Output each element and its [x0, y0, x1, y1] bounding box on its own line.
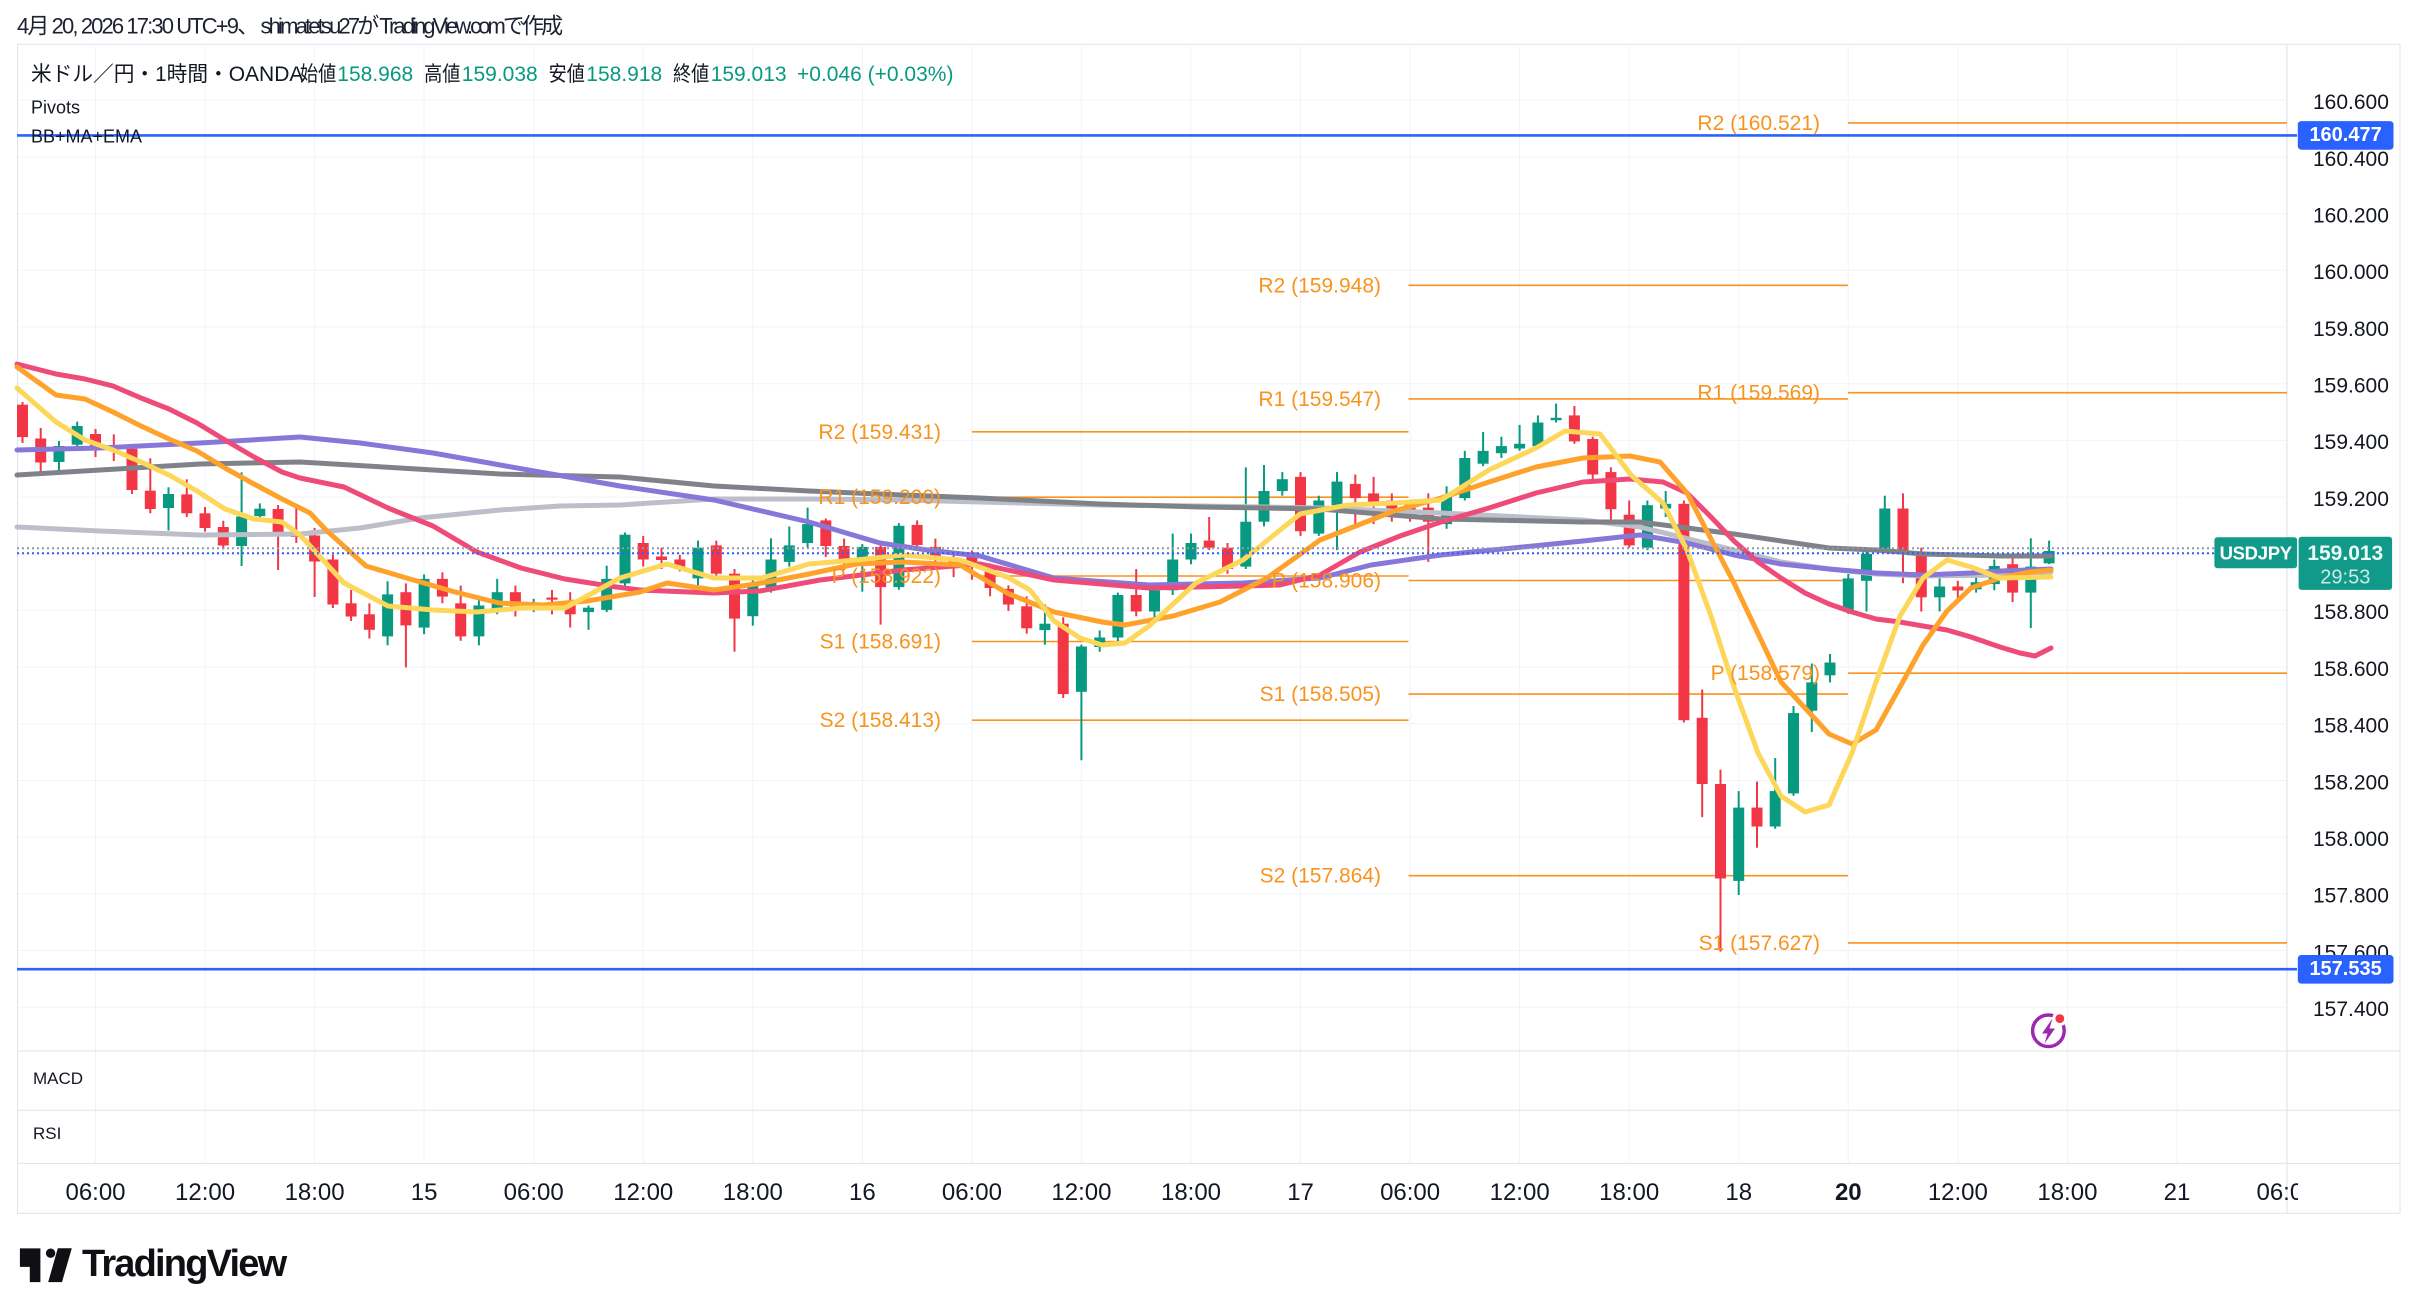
- svg-text:158.800: 158.800: [2313, 601, 2389, 624]
- svg-text:06:00: 06:00: [942, 1179, 1002, 1206]
- svg-text:160.200: 160.200: [2313, 204, 2389, 227]
- svg-text:S1 (158.691): S1 (158.691): [820, 631, 941, 654]
- svg-text:P (158.906): P (158.906): [1272, 570, 1381, 593]
- svg-text:12:00: 12:00: [1051, 1179, 1111, 1206]
- svg-text:16: 16: [849, 1179, 876, 1206]
- svg-text:06:00: 06:00: [2256, 1179, 2316, 1206]
- svg-text:158.200: 158.200: [2313, 771, 2389, 794]
- svg-text:終値: 終値: [673, 63, 709, 86]
- svg-text:R2 (159.948): R2 (159.948): [1258, 274, 1381, 297]
- svg-text:RSI: RSI: [33, 1124, 61, 1143]
- svg-text:160.400: 160.400: [2313, 148, 2389, 171]
- svg-text:17: 17: [1287, 1179, 1314, 1206]
- svg-text:06:00: 06:00: [504, 1179, 564, 1206]
- svg-text:P (158.922): P (158.922): [832, 565, 941, 588]
- svg-text:18: 18: [1725, 1179, 1752, 1206]
- svg-text:158.918: 158.918: [586, 63, 662, 86]
- svg-text:Pivots: Pivots: [31, 98, 80, 118]
- svg-text:159.200: 159.200: [2313, 488, 2389, 511]
- svg-text:159.038: 159.038: [462, 63, 538, 86]
- svg-text:安値: 安値: [549, 63, 585, 86]
- svg-text:S1 (158.505): S1 (158.505): [1260, 683, 1381, 706]
- svg-text:R1 (159.569): R1 (159.569): [1697, 382, 1820, 405]
- svg-text:158.400: 158.400: [2313, 715, 2389, 738]
- svg-text:R2 (160.521): R2 (160.521): [1697, 112, 1820, 135]
- svg-text:TradingView.comで作成: TradingView.comで作成: [379, 14, 563, 39]
- svg-text:29:53: 29:53: [2320, 567, 2370, 589]
- svg-text:18:00: 18:00: [723, 1179, 783, 1206]
- svg-text:159.600: 159.600: [2313, 375, 2389, 398]
- svg-text:始値: 始値: [300, 63, 336, 86]
- svg-text:P (158.579): P (158.579): [1711, 662, 1820, 685]
- svg-text:160.600: 160.600: [2313, 91, 2389, 114]
- svg-text:S2 (158.413): S2 (158.413): [820, 709, 941, 732]
- svg-text:158.600: 158.600: [2313, 658, 2389, 681]
- svg-text:12:00: 12:00: [1490, 1179, 1550, 1206]
- svg-text:R1 (159.200): R1 (159.200): [818, 486, 941, 509]
- svg-text:159.400: 159.400: [2313, 431, 2389, 454]
- svg-text:157.800: 157.800: [2313, 885, 2389, 908]
- svg-text:21: 21: [2164, 1179, 2191, 1206]
- svg-text:157.535: 157.535: [2309, 958, 2381, 980]
- svg-text:18:00: 18:00: [285, 1179, 345, 1206]
- svg-text:S1 (157.627): S1 (157.627): [1699, 932, 1820, 955]
- svg-text:160.000: 160.000: [2313, 261, 2389, 284]
- svg-text:20: 20: [1835, 1179, 1862, 1206]
- svg-text:18:00: 18:00: [1161, 1179, 1221, 1206]
- svg-text:USDJPY: USDJPY: [2220, 542, 2293, 563]
- svg-text:157.400: 157.400: [2313, 998, 2389, 1021]
- svg-text:15: 15: [411, 1179, 438, 1206]
- svg-text:158.000: 158.000: [2313, 828, 2389, 851]
- svg-text:12:00: 12:00: [1928, 1179, 1988, 1206]
- svg-text:06:00: 06:00: [1380, 1179, 1440, 1206]
- svg-text:米ドル／円・1時間・: 米ドル／円・1時間・: [31, 63, 229, 86]
- svg-text:R2 (159.431): R2 (159.431): [818, 421, 941, 444]
- svg-text:OANDA: OANDA: [229, 63, 304, 86]
- svg-text:06:00: 06:00: [65, 1179, 125, 1206]
- svg-text:+0.046 (+0.03%): +0.046 (+0.03%): [797, 63, 953, 86]
- svg-text:TradingView: TradingView: [82, 1243, 288, 1285]
- svg-text:18:00: 18:00: [1599, 1179, 1659, 1206]
- svg-text:shimatetsu27が: shimatetsu27が: [261, 14, 380, 39]
- svg-text:158.968: 158.968: [337, 63, 413, 86]
- svg-text:160.477: 160.477: [2309, 124, 2381, 146]
- svg-text:159.013: 159.013: [2307, 542, 2383, 565]
- svg-text:BB+MA+EMA: BB+MA+EMA: [31, 127, 142, 147]
- svg-text:12:00: 12:00: [175, 1179, 235, 1206]
- svg-text:MACD: MACD: [33, 1069, 83, 1088]
- svg-text:S2 (157.864): S2 (157.864): [1260, 865, 1381, 888]
- svg-text:4月 20, 2026 17:30 UTC+9、: 4月 20, 2026 17:30 UTC+9、: [17, 14, 259, 39]
- svg-text:18:00: 18:00: [2037, 1179, 2097, 1206]
- svg-text:高値: 高値: [424, 63, 460, 86]
- svg-text:12:00: 12:00: [613, 1179, 673, 1206]
- svg-text:R1 (159.547): R1 (159.547): [1258, 388, 1381, 411]
- svg-text:159.013: 159.013: [711, 63, 787, 86]
- svg-text:159.800: 159.800: [2313, 318, 2389, 341]
